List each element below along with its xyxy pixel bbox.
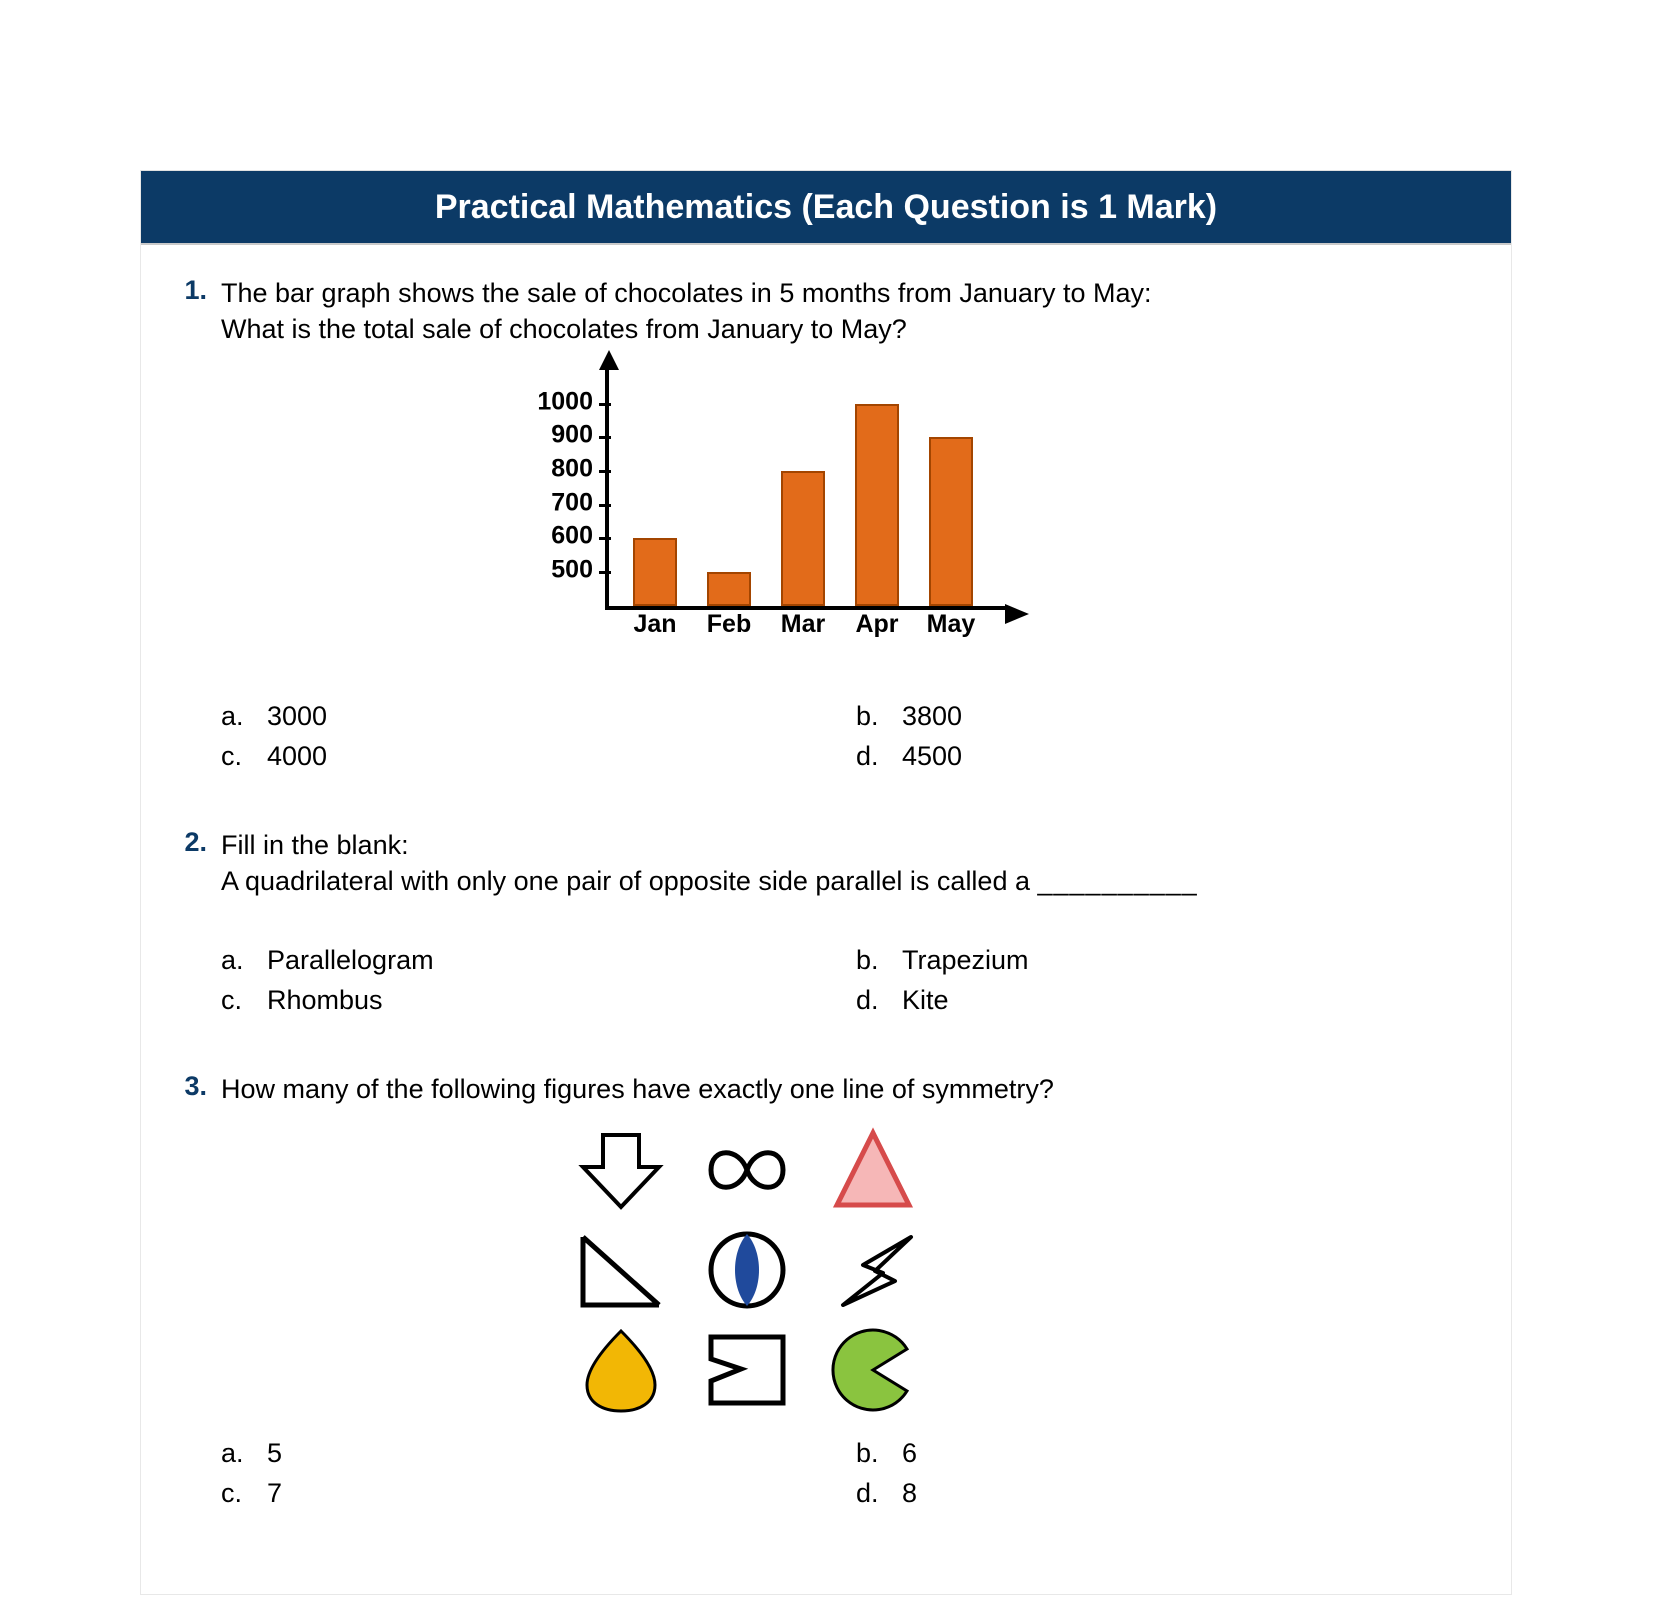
option-text: 4000	[267, 738, 327, 774]
bar-chart-area: 5006007008009001000 JanFebMarAprMay	[521, 370, 1041, 630]
option-text: 8	[902, 1475, 917, 1511]
triangle-icon	[823, 1125, 923, 1215]
bar-apr	[855, 404, 899, 606]
y-tick-label: 800	[551, 452, 593, 486]
bar-feb	[707, 572, 751, 606]
q1-line1: The bar graph shows the sale of chocolat…	[221, 278, 1151, 308]
option-c: c. 7	[221, 1473, 856, 1513]
option-text: 4500	[902, 738, 962, 774]
question-body: How many of the following figures have e…	[221, 1071, 1491, 1514]
section-title: Practical Mathematics (Each Question is …	[435, 188, 1217, 226]
question-number: 2.	[161, 827, 207, 858]
q3-line1: How many of the following figures have e…	[221, 1074, 1054, 1104]
q2-line2: A quadrilateral with only one pair of op…	[221, 866, 1038, 896]
y-tick-label: 500	[551, 554, 593, 588]
pacman-icon	[823, 1325, 923, 1415]
worksheet: Practical Mathematics (Each Question is …	[140, 170, 1512, 1595]
option-letter: b.	[856, 1435, 884, 1471]
teardrop-icon	[571, 1325, 671, 1415]
right-angle-icon	[571, 1225, 671, 1315]
q1-line2: What is the total sale of chocolates fro…	[221, 314, 907, 344]
figure-row-1	[571, 1125, 991, 1215]
option-text: Kite	[902, 982, 949, 1018]
option-text: Rhombus	[267, 982, 383, 1018]
symmetry-figures	[571, 1125, 991, 1415]
option-letter: d.	[856, 982, 884, 1018]
option-text: 6	[902, 1435, 917, 1471]
plot-area: JanFebMarAprMay	[605, 370, 1005, 610]
bar-mar	[781, 471, 825, 606]
q2-line1: Fill in the blank:	[221, 830, 409, 860]
option-a: a. Parallelogram	[221, 940, 856, 980]
bar-jan	[633, 538, 677, 605]
infinity-icon	[697, 1125, 797, 1215]
y-tick-label: 900	[551, 419, 593, 453]
option-letter: c.	[221, 982, 249, 1018]
figure-row-2	[571, 1225, 991, 1315]
pointer-shape-icon	[823, 1225, 923, 1315]
option-text: Trapezium	[902, 942, 1029, 978]
question-body: The bar graph shows the sale of chocolat…	[221, 275, 1491, 777]
blank: __________	[1038, 866, 1198, 896]
option-b: b. 3800	[856, 696, 1491, 736]
option-text: 3800	[902, 698, 962, 734]
option-letter: b.	[856, 942, 884, 978]
option-letter: c.	[221, 738, 249, 774]
option-d: d. 4500	[856, 736, 1491, 776]
question-number: 1.	[161, 275, 207, 306]
option-letter: b.	[856, 698, 884, 734]
q1-options: a. 3000 b. 3800 c. 4000 d. 4500	[221, 696, 1491, 777]
option-text: 7	[267, 1475, 282, 1511]
option-b: b. Trapezium	[856, 940, 1491, 980]
figure-row-3	[571, 1325, 991, 1415]
circle-lens-icon	[697, 1225, 797, 1315]
question-body: Fill in the blank: A quadrilateral with …	[221, 827, 1491, 1021]
option-b: b. 6	[856, 1433, 1491, 1473]
y-axis-arrow-icon	[599, 350, 619, 374]
option-letter: d.	[856, 738, 884, 774]
option-letter: c.	[221, 1475, 249, 1511]
question-2: 2. Fill in the blank: A quadrilateral wi…	[161, 817, 1491, 1061]
question-list: 1. The bar graph shows the sale of choco…	[161, 265, 1491, 1554]
down-arrow-icon	[571, 1125, 671, 1215]
option-d: d. Kite	[856, 980, 1491, 1020]
y-axis-labels: 5006007008009001000	[521, 370, 599, 610]
question-number: 3.	[161, 1071, 207, 1102]
bar-chart: 5006007008009001000 JanFebMarAprMay	[521, 370, 1041, 670]
y-tick-label: 600	[551, 520, 593, 554]
q2-options: a. Parallelogram b. Trapezium c. Rhombus d.…	[221, 940, 1491, 1021]
bar-may	[929, 437, 973, 606]
question-3: 3. How many of the following figures hav…	[161, 1061, 1491, 1554]
option-a: a. 3000	[221, 696, 856, 736]
option-letter: a.	[221, 698, 249, 734]
y-tick-label: 1000	[537, 385, 593, 419]
notched-square-icon	[697, 1325, 797, 1415]
x-axis-labels	[605, 630, 1005, 670]
option-letter: a.	[221, 942, 249, 978]
y-tick-label: 700	[551, 486, 593, 520]
section-title-bar: Practical Mathematics (Each Question is …	[141, 171, 1511, 245]
option-c: c. Rhombus	[221, 980, 856, 1020]
option-letter: a.	[221, 1435, 249, 1471]
option-letter: d.	[856, 1475, 884, 1511]
option-c: c. 4000	[221, 736, 856, 776]
q3-options: a. 5 b. 6 c. 7 d. 8	[221, 1433, 1491, 1514]
option-text: 5	[267, 1435, 282, 1471]
content-area: 1. The bar graph shows the sale of choco…	[141, 245, 1511, 1594]
page: Practical Mathematics (Each Question is …	[0, 0, 1660, 1604]
question-1: 1. The bar graph shows the sale of choco…	[161, 265, 1491, 817]
x-axis-arrow-icon	[1005, 604, 1029, 624]
option-text: 3000	[267, 698, 327, 734]
option-text: Parallelogram	[267, 942, 434, 978]
option-a: a. 5	[221, 1433, 856, 1473]
option-d: d. 8	[856, 1473, 1491, 1513]
